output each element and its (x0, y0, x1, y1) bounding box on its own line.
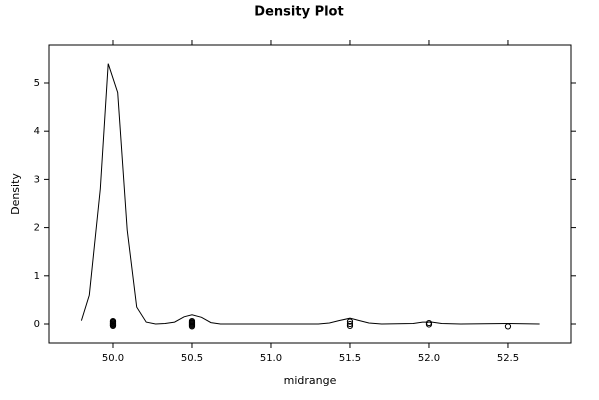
rug-point (346, 318, 354, 325)
x-tick-label: 52.0 (418, 353, 440, 364)
rug-point (109, 318, 117, 325)
rug-point (188, 323, 196, 330)
rug-point (109, 322, 117, 329)
x-axis-label: midrange (284, 374, 337, 387)
rug-point (346, 322, 354, 330)
y-tick-label: 2 (34, 223, 40, 234)
y-tick-label: 1 (34, 271, 40, 282)
rug-point (425, 321, 433, 328)
density-line (80, 63, 540, 325)
y-tick-label: 3 (34, 174, 40, 185)
rug-point (109, 320, 117, 327)
rug-point (504, 323, 512, 330)
x-tick-label: 51.5 (339, 353, 361, 364)
y-tick-label: 4 (34, 126, 40, 137)
y-tick-label: 0 (34, 319, 40, 330)
chart-title: Density Plot (254, 5, 343, 20)
x-tick-label: 50.5 (181, 353, 203, 364)
y-axis-label: Density (9, 173, 22, 215)
plot-frame (48, 44, 572, 344)
x-tick-label: 50.0 (102, 353, 124, 364)
x-tick-label: 51.0 (260, 353, 282, 364)
y-tick-label: 5 (34, 78, 40, 89)
rug-point (188, 318, 196, 326)
x-tick-label: 52.5 (497, 353, 519, 364)
rug-point (346, 320, 354, 328)
